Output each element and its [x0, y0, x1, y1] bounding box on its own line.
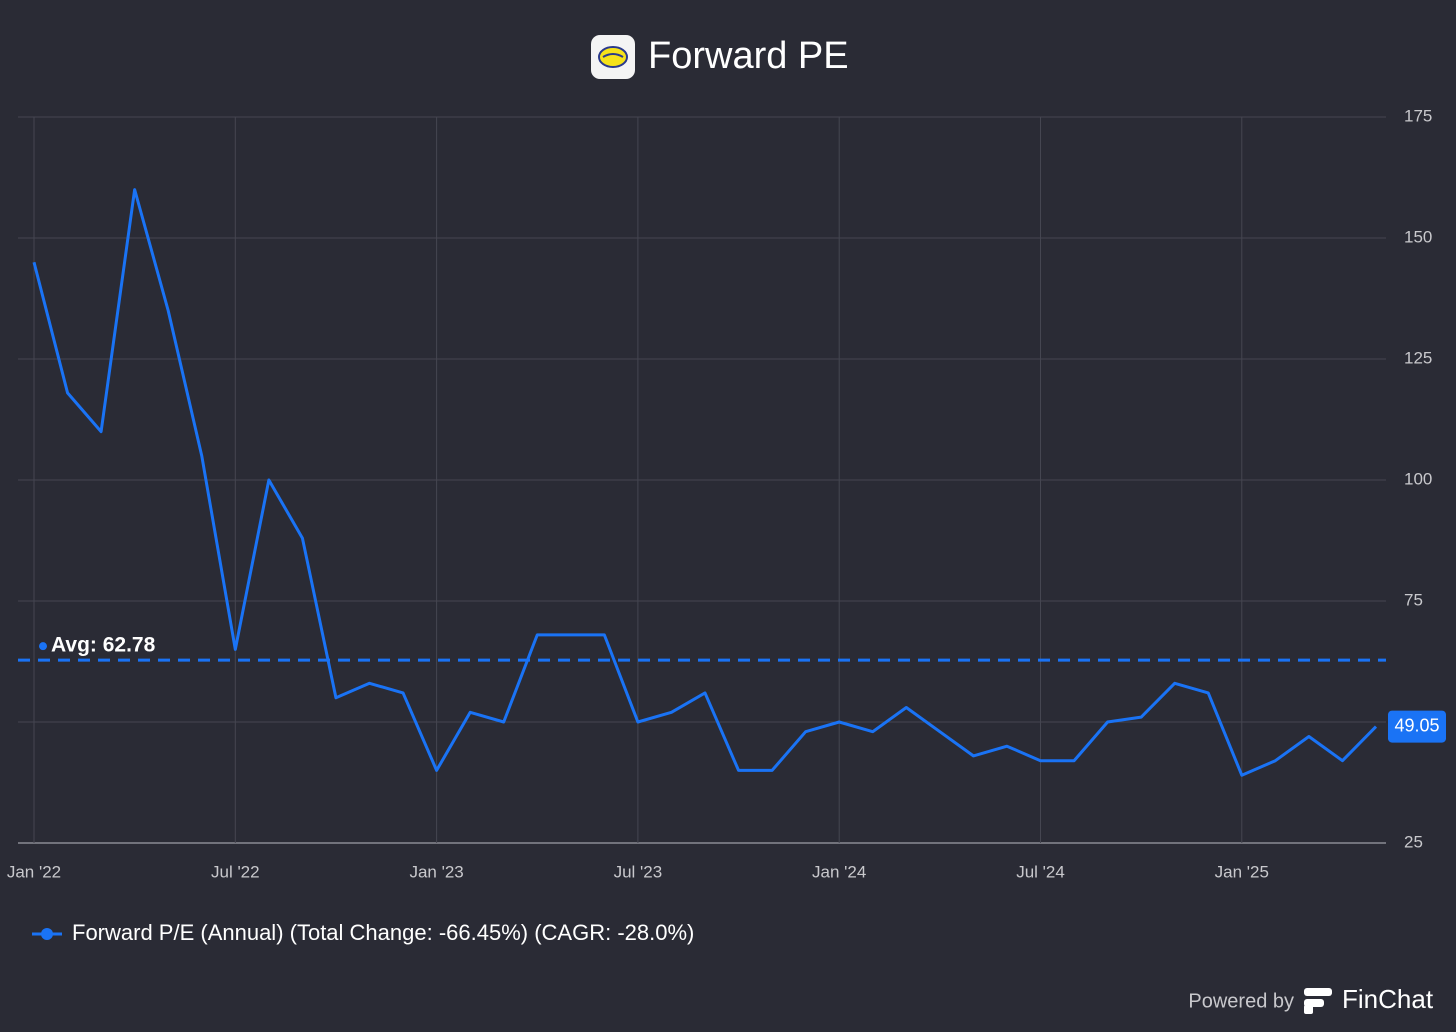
- chart-title: Forward PE: [648, 35, 849, 77]
- y-tick-label: 25: [1404, 832, 1423, 851]
- footer-powered: Powered by: [1188, 990, 1294, 1012]
- legend-label: Forward P/E (Annual) (Total Change: -66.…: [72, 920, 694, 945]
- x-tick-label: Jul '23: [614, 862, 663, 881]
- y-tick-label: 125: [1404, 348, 1432, 367]
- x-tick-label: Jan '23: [409, 862, 463, 881]
- y-tick-label: 150: [1404, 227, 1432, 246]
- data-line: [32, 188, 1378, 777]
- last-value-badge: [1388, 710, 1446, 743]
- x-tick-label: Jan '25: [1215, 862, 1269, 881]
- x-tick-label: Jul '24: [1016, 862, 1065, 881]
- y-tick-label: 100: [1404, 469, 1432, 488]
- footer-brand: FinChat: [1342, 984, 1434, 1014]
- last-value-label: 49.05: [1394, 715, 1439, 735]
- x-tick-label: Jul '22: [211, 862, 260, 881]
- finchat-logo: [1304, 988, 1332, 1014]
- x-tick-label: Jan '24: [812, 862, 866, 881]
- legend-marker: [41, 928, 53, 940]
- average-dot: [39, 642, 47, 651]
- y-tick-label: 75: [1404, 590, 1423, 609]
- logo: [591, 35, 635, 79]
- average-label: Avg: 62.78: [51, 634, 156, 657]
- x-tick-label: Jan '22: [7, 862, 61, 881]
- y-tick-label: 175: [1404, 106, 1432, 125]
